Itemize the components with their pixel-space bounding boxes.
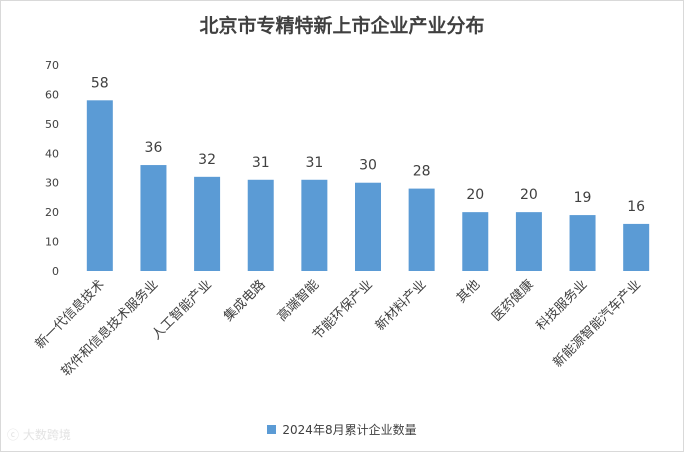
y-axis: 0 10 20 30 40 50 60 70 xyxy=(45,59,59,278)
y-tick-label: 10 xyxy=(45,236,59,249)
bar xyxy=(515,212,542,271)
watermark: ⓒ 大数跨境 xyxy=(7,426,71,443)
data-label: 58 xyxy=(91,75,109,91)
legend: 2024年8月累计企业数量 xyxy=(1,421,683,438)
bar xyxy=(301,179,328,271)
y-tick-label: 50 xyxy=(45,118,59,131)
bar xyxy=(462,212,489,271)
data-label: 30 xyxy=(359,158,377,174)
x-tick-label: 医药健康 xyxy=(489,277,537,325)
data-label: 36 xyxy=(145,140,163,156)
data-label: 31 xyxy=(305,155,323,171)
bar xyxy=(355,182,381,271)
legend-swatch xyxy=(267,425,277,434)
bar xyxy=(623,223,650,271)
data-label: 20 xyxy=(520,187,538,203)
y-tick-label: 70 xyxy=(45,59,59,72)
y-tick-label: 40 xyxy=(45,147,59,160)
x-tick-label: 软件和信息技术服务业 xyxy=(58,277,161,380)
bar xyxy=(140,165,167,271)
bar xyxy=(408,188,435,271)
bars xyxy=(86,100,650,271)
bar xyxy=(569,215,596,271)
data-label: 28 xyxy=(413,164,431,180)
value-labels: 58 36 32 31 31 30 28 20 20 19 16 xyxy=(91,75,645,215)
bar xyxy=(247,179,274,271)
x-tick-label: 其他 xyxy=(454,277,483,306)
bar xyxy=(194,176,221,271)
bar xyxy=(86,100,113,271)
x-tick-label: 新材料产业 xyxy=(372,277,429,334)
data-label: 32 xyxy=(198,152,216,168)
data-label: 16 xyxy=(627,199,645,215)
y-tick-label: 0 xyxy=(52,265,59,278)
chart-title: 北京市专精特新上市企业产业分布 xyxy=(199,15,485,37)
data-label: 20 xyxy=(466,187,484,203)
y-tick-label: 30 xyxy=(45,177,59,190)
legend-label: 2024年8月累计企业数量 xyxy=(282,423,417,437)
x-tick-label: 科技服务业 xyxy=(533,277,590,334)
x-tick-label: 高端智能 xyxy=(274,277,322,325)
y-tick-label: 60 xyxy=(45,88,59,101)
x-tick-label: 集成电路 xyxy=(220,277,268,325)
watermark-logo-icon: ⓒ xyxy=(7,428,20,442)
data-label: 19 xyxy=(574,190,592,206)
y-tick-label: 20 xyxy=(45,206,59,219)
x-tick-label: 新能源智能汽车产业 xyxy=(550,277,644,371)
watermark-text: 大数跨境 xyxy=(22,428,71,442)
data-label: 31 xyxy=(252,155,270,171)
